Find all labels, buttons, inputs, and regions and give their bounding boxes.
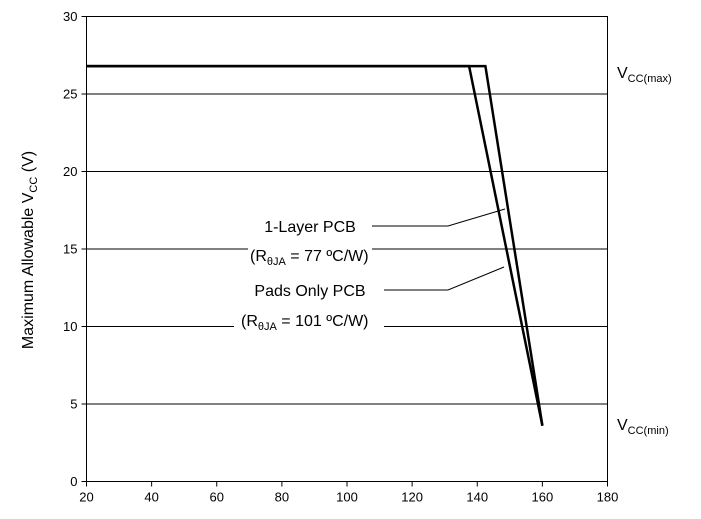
layer1-label-bg: [248, 208, 372, 268]
y-axis-ticks: 0 5 10 15 20 25 30: [63, 9, 87, 489]
y-tick-label-25: 25: [63, 87, 77, 102]
y-tick-label-20: 20: [63, 164, 77, 179]
x-axis-ticks: 20 40 60 80 100 120 140 160 180: [79, 481, 619, 505]
x-tick-label-160: 160: [532, 490, 554, 505]
pads-label: Pads Only PCB: [254, 283, 365, 300]
pads-resistance: (RθJA = 101 ºC/W): [241, 313, 369, 333]
y-axis-label: Maximum Allowable VCC (V): [20, 151, 40, 349]
vcc-max-label: VCC(max): [617, 65, 672, 85]
y-tick-label-0: 0: [70, 474, 77, 489]
layer1-leader-line: [372, 208, 506, 227]
pads-label-bg: [234, 280, 384, 343]
x-tick-label-140: 140: [466, 490, 488, 505]
series-group: [86, 64, 544, 426]
x-tick-label-80: 80: [275, 490, 289, 505]
y-tick-label-5: 5: [70, 397, 77, 412]
series-line-pads-only-pcb: [86, 64, 544, 426]
x-tick-label-20: 20: [79, 490, 93, 505]
y-tick-label-15: 15: [63, 242, 77, 257]
layer1-resistance: (RθJA = 77 ºC/W): [250, 248, 369, 268]
x-tick-label-180: 180: [597, 490, 619, 505]
x-tick-label-120: 120: [401, 490, 423, 505]
layer1-label: 1-Layer PCB: [264, 219, 356, 236]
vcc-min-label: VCC(min): [617, 417, 669, 437]
x-tick-label-100: 100: [336, 490, 358, 505]
pads-leader-line: [384, 266, 505, 291]
y-tick-label-10: 10: [63, 319, 77, 334]
x-tick-label-40: 40: [144, 490, 158, 505]
y-tick-label-30: 30: [63, 9, 77, 24]
x-tick-label-60: 60: [210, 490, 224, 505]
